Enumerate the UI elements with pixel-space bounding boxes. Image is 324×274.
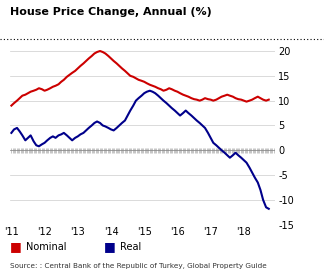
Text: Nominal: Nominal (26, 242, 66, 252)
Text: ■: ■ (104, 240, 115, 253)
Text: House Price Change, Annual (%): House Price Change, Annual (%) (10, 7, 212, 17)
Text: Source: : Central Bank of the Republic of Turkey, Global Property Guide: Source: : Central Bank of the Republic o… (10, 262, 266, 269)
Text: ■: ■ (10, 240, 21, 253)
Text: Real: Real (120, 242, 141, 252)
